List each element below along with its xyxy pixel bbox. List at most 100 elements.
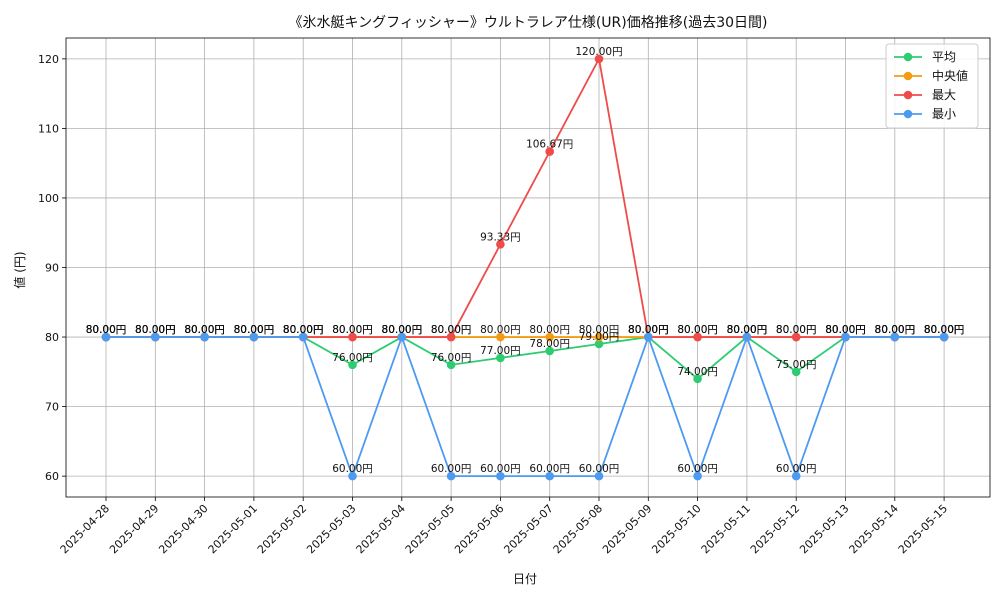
data-label: 120.00円 [575,46,622,58]
data-point [496,240,505,249]
series-line [106,335,945,380]
x-tick-label: 2025-05-01 [206,502,260,556]
data-point [644,332,653,342]
data-point [249,332,259,342]
data-label: 80.00円 [924,324,965,336]
legend-marker [903,90,913,100]
data-label: 80.00円 [875,324,916,336]
data-label: 80.00円 [431,324,472,336]
data-label: 80.00円 [825,324,866,336]
legend-label: 平均 [932,50,956,64]
data-label: 80.00円 [579,324,620,336]
data-point [446,360,456,370]
data-point [693,332,702,342]
data-label: 80.00円 [924,324,965,336]
data-point [841,332,850,342]
plot-frame [65,37,991,498]
data-point [545,147,554,156]
data-label: 80.00円 [382,324,423,336]
data-label: 80.00円 [332,324,373,336]
data-label: 60.00円 [677,463,718,475]
data-label: 80.00円 [184,324,225,336]
data-label: 76.00円 [332,352,373,364]
data-point [200,332,209,342]
data-label: 80.00円 [184,324,225,336]
data-label: 80.00円 [283,324,324,336]
y-tick-label: 80 [45,331,59,344]
data-point [693,374,702,384]
y-tick-label: 90 [45,262,59,275]
x-tick-label: 2025-05-05 [403,502,457,556]
x-tick-label: 2025-05-12 [748,502,802,556]
data-label: 60.00円 [529,463,570,475]
data-label: 80.00円 [727,324,768,336]
data-label: 80.00円 [86,324,127,336]
data-label: 80.00円 [431,324,472,336]
data-label: 60.00円 [332,463,373,475]
data-label: 93.33円 [480,231,521,243]
legend-marker [903,109,913,119]
data-label: 80.00円 [628,324,669,336]
data-point [496,471,505,481]
legend-marker [903,52,913,62]
data-label: 80.00円 [875,324,916,336]
data-label: 74.00円 [677,366,718,378]
data-label: 80.00円 [184,324,225,336]
series-line [106,334,945,479]
data-label: 80.00円 [924,324,965,336]
data-label: 80.00円 [135,324,176,336]
data-point [791,471,801,481]
data-label: 75.00円 [776,359,817,371]
data-point [545,332,554,342]
data-point [791,332,801,342]
axes: 2025-04-282025-04-292025-04-302025-05-01… [38,37,991,556]
series-layer [101,54,949,481]
legend-label: 最小 [932,107,956,121]
data-label: 80.00円 [283,324,324,336]
data-point [348,360,357,370]
x-tick-label: 2025-05-06 [452,502,506,556]
data-point [742,332,752,342]
data-label: 80.00円 [727,324,768,336]
data-label: 80.00円 [135,324,176,336]
data-point [545,346,554,356]
chart-title: 《氷水艇キングフィッシャー》ウルトラレア仕様(UR)価格推移(過去30日間) [289,15,768,31]
x-tick-label: 2025-05-04 [354,502,408,556]
data-label: 80.00円 [825,324,866,336]
data-point [348,471,357,481]
data-point [397,332,407,342]
x-tick-label: 2025-05-14 [847,502,901,556]
data-point [594,471,604,481]
data-label: 78.00円 [529,338,570,350]
data-point [298,332,308,342]
legend-marker [903,71,913,81]
data-label: 80.00円 [875,324,916,336]
data-point [446,332,456,342]
data-label: 80.00円 [480,324,521,336]
x-tick-label: 2025-05-02 [255,502,309,556]
data-label: 80.00円 [924,324,965,336]
x-tick-label: 2025-05-11 [699,502,753,556]
data-label: 80.00円 [332,324,373,336]
data-label: 80.00円 [825,324,866,336]
legend-box [885,43,979,129]
data-labels: 80.00円 80.00円 80.00円 80.00円 80.00円 76.00円 80.0… [86,46,965,475]
data-label: 80.00円 [825,324,866,336]
x-tick-label: 2025-05-13 [797,502,851,556]
data-label: 80.00円 [86,324,127,336]
x-tick-label: 2025-05-15 [896,502,950,556]
data-label: 79.00円 [579,331,620,343]
data-label: 80.00円 [628,324,669,336]
x-tick-label: 2025-04-30 [156,502,210,556]
data-label: 80.00円 [382,324,423,336]
legend-label: 最大 [932,88,956,102]
y-tick-label: 110 [38,122,59,135]
y-tick-label: 100 [38,192,59,205]
data-point [496,353,505,363]
data-label: 80.00円 [234,324,275,336]
data-point [939,332,949,342]
data-label: 80.00円 [776,324,817,336]
data-label: 80.00円 [875,324,916,336]
